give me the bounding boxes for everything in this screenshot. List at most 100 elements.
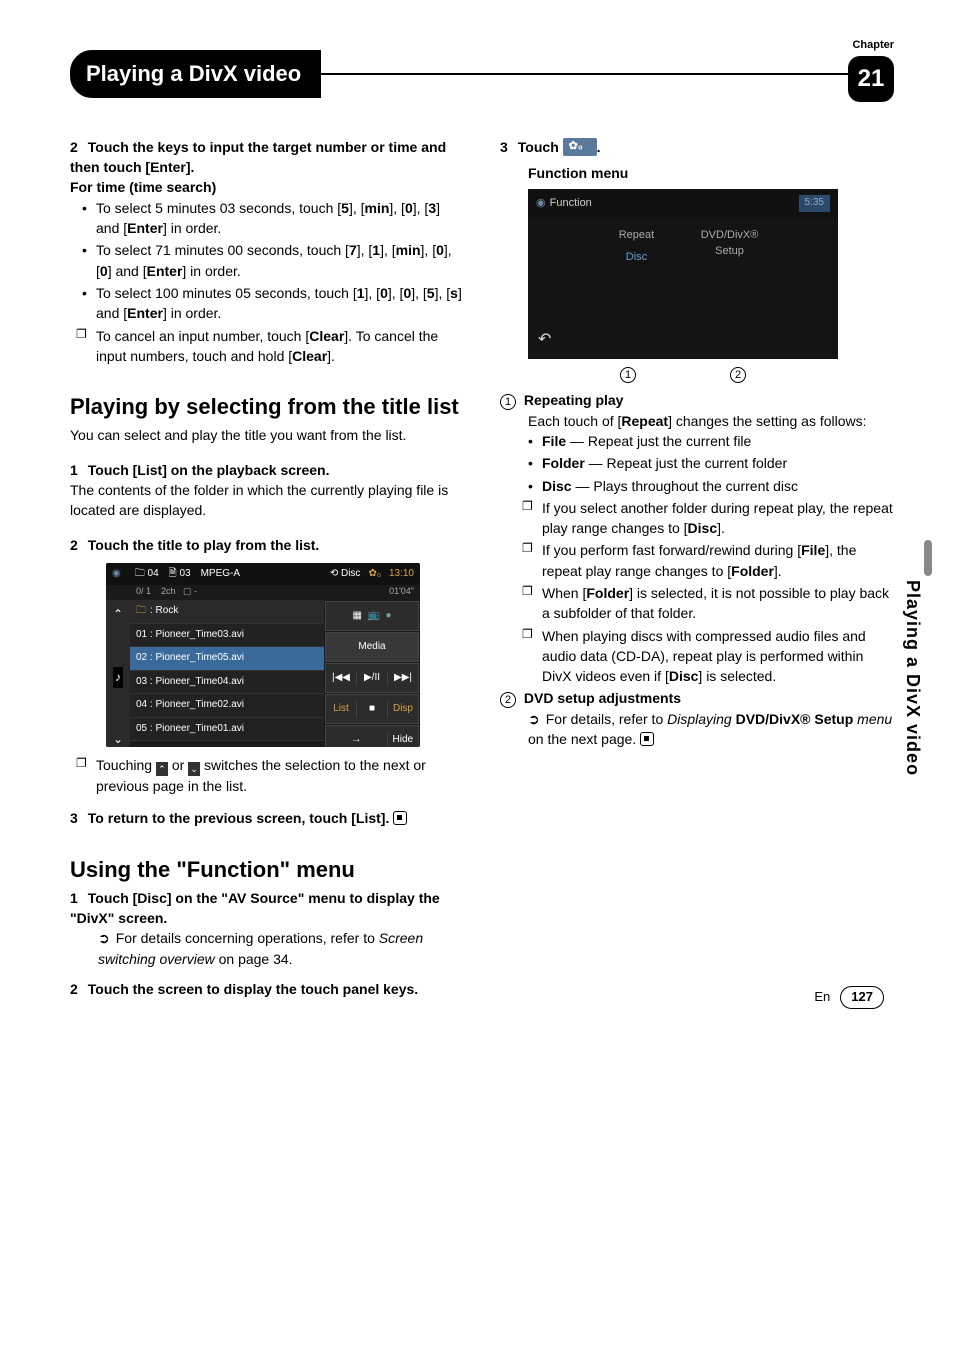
page-footer: En 127: [814, 986, 884, 1009]
time-search-bullets: To select 5 minutes 03 seconds, touch [5…: [70, 198, 464, 324]
stop-button: ■: [357, 702, 388, 717]
titlelist-step1-body: The contents of the folder in which the …: [70, 480, 464, 521]
dvdsetup-label: DVD/DivX® Setup: [685, 228, 775, 260]
step-text: Touch the screen to display the touch pa…: [88, 981, 418, 997]
item2-heading: 2 DVD setup adjustments: [500, 688, 894, 708]
bullet-item: To select 5 minutes 03 seconds, touch [5…: [96, 198, 464, 239]
item1-title: Repeating play: [524, 392, 624, 408]
section-end-icon: [393, 811, 407, 825]
clock-time: 13:10: [389, 567, 414, 582]
repeat-value: Disc: [591, 250, 681, 266]
callout-row: 1 2: [500, 365, 894, 384]
step-number: 3: [70, 810, 78, 826]
file-num: 03: [179, 568, 190, 579]
channels: 2ch: [161, 586, 176, 596]
step-number: 2: [70, 139, 78, 155]
function-menu-screenshot: ◉ Function 5:35 Repeat Disc DVD/DivX® Se…: [528, 189, 838, 359]
chapter-label: Chapter: [852, 38, 894, 54]
item2-title: DVD setup adjustments: [524, 690, 681, 706]
callout-num: 2: [500, 692, 516, 708]
step-text: Touch: [518, 139, 563, 155]
func-step2: 2 Touch the screen to display the touch p…: [70, 979, 464, 999]
row-num: 03: [136, 676, 147, 687]
next-button: ▶▶|: [388, 671, 418, 686]
bullet-item: To select 71 minutes 00 seconds, touch […: [96, 240, 464, 281]
folder-name: : Rock: [150, 605, 178, 616]
callout-num: 1: [500, 394, 516, 410]
item1-heading: 1 Repeating play: [500, 390, 894, 410]
step-2-head: 2Touch the keys to input the target numb…: [70, 137, 464, 178]
func-step1: 1Touch [Disc] on the "AV Source" menu to…: [70, 888, 464, 929]
item2-note: For details, refer to Displaying DVD/Div…: [500, 709, 894, 750]
titlelist-step2: 2Touch the title to play from the list.: [70, 535, 464, 555]
callout-1-icon: 1: [620, 367, 636, 383]
dvdsetup-column: DVD/DivX® Setup: [685, 228, 775, 260]
right-column: 3Touch . Function menu ◉ Function 5:35 R…: [500, 133, 894, 999]
bullet-item: Folder — Repeat just the current folder: [542, 453, 894, 473]
screenshot-topbar: ◉ 🗀 04 🗎 03 MPEG-A ⟲ Disc ✿₀ 13:10: [106, 563, 420, 586]
step-text: To return to the previous screen, touch …: [88, 810, 390, 826]
list-item: 03 : Pioneer_Time04.avi: [130, 671, 324, 695]
arrow-button: →: [326, 733, 388, 747]
source-icon: ◉: [112, 567, 121, 582]
note-item: When playing discs with compressed audio…: [542, 626, 894, 687]
prev-button: |◀◀: [326, 671, 357, 686]
side-tab-marker: [924, 540, 932, 576]
list-button: List: [326, 702, 357, 717]
list-item: 05 : Pioneer_Time01.avi: [130, 718, 324, 742]
title-bar: Playing a DivX video: [70, 50, 894, 98]
bullet-item: File — Repeat just the current file: [542, 431, 894, 451]
row-num: 05: [136, 723, 147, 734]
note-item: If you perform fast forward/rewind durin…: [542, 540, 894, 581]
step-number: 2: [70, 981, 78, 997]
scroll-down-icon: ⌄: [188, 762, 200, 776]
function-menu-caption: Function menu: [500, 163, 894, 183]
step-text: Touch the keys to input the target numbe…: [70, 139, 446, 175]
folder-icon: 🗀: [136, 605, 146, 616]
time-search-notes: To cancel an input number, touch [Clear]…: [70, 326, 464, 367]
time-search-subhead: For time (time search): [70, 177, 464, 197]
row-num: 01: [136, 629, 147, 640]
repeat-label: Repeat: [591, 228, 681, 244]
footer-page-number: 127: [840, 986, 884, 1009]
row-title: : Pioneer_Time05.avi: [150, 652, 244, 663]
row-title: : Pioneer_Time01.avi: [150, 723, 244, 734]
row-num: 04: [136, 699, 147, 710]
repeat-options: File — Repeat just the current file Fold…: [500, 431, 894, 496]
media-button: Media: [325, 632, 419, 662]
play-button: ▶/II: [357, 671, 388, 686]
hide-button: Hide: [388, 733, 418, 747]
func-step3: 3Touch .: [500, 137, 894, 157]
title-list-heading: Playing by selecting from the title list: [70, 394, 464, 419]
step-text: Touch [List] on the playback screen.: [88, 462, 330, 478]
row-title: : Pioneer_Time03.avi: [150, 629, 244, 640]
note-item: To cancel an input number, touch [Clear]…: [96, 326, 464, 367]
gear-button-icon: [563, 138, 597, 156]
bullet-item: Disc — Plays throughout the current disc: [542, 476, 894, 496]
scroll-column: ⌃ ♪ ⌄: [106, 600, 130, 746]
chapter-number-box: 21: [848, 56, 894, 102]
codec-label: MPEG-A: [201, 567, 240, 582]
transport-buttons: |◀◀ ▶/II ▶▶|: [325, 663, 419, 693]
back-icon: ↶: [538, 328, 551, 351]
clock-time: 5:35: [799, 195, 830, 212]
step-text: Touch [Disc] on the "AV Source" menu to …: [70, 890, 440, 926]
folder-num: 04: [148, 568, 159, 579]
row-num: 02: [136, 652, 147, 663]
list-item: 01 : Pioneer_Time03.avi: [130, 624, 324, 648]
list-item-selected: 02 : Pioneer_Time05.avi: [130, 647, 324, 671]
left-column: 2Touch the keys to input the target numb…: [70, 133, 464, 999]
step-tail: .: [597, 139, 601, 155]
side-tab-label: Playing a DivX video: [900, 580, 926, 776]
list-header-row: 🗀 : Rock: [130, 600, 324, 624]
source-icon: ◉: [536, 196, 546, 212]
up-icon: ⌃: [113, 606, 123, 623]
down-icon: ⌄: [113, 731, 123, 747]
title-list-intro: You can select and play the title you wa…: [70, 425, 464, 445]
item1-intro: Each touch of [Repeat] changes the setti…: [500, 411, 894, 431]
arrow-hide-buttons: → Hide: [325, 725, 419, 746]
list-stop-disp-buttons: List ■ Disp: [325, 694, 419, 724]
titlelist-step3: 3 To return to the previous screen, touch…: [70, 808, 464, 828]
footer-lang: En: [814, 988, 830, 1007]
list-item: 04 : Pioneer_Time02.avi: [130, 694, 324, 718]
